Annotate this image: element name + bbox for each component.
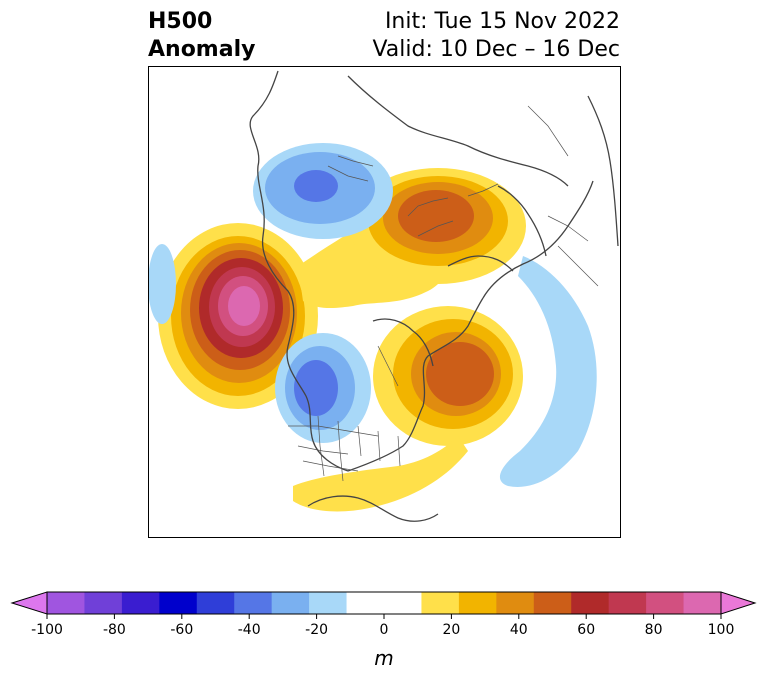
colorbar-cells xyxy=(47,592,722,614)
colorbar: -100 -80 -60 -40 -20 0 20 40 60 80 100 m xyxy=(10,591,757,670)
colorbar-tick-label: 80 xyxy=(645,622,663,638)
title-field-name: H500 xyxy=(148,9,213,34)
colorbar-bin xyxy=(683,592,722,614)
colorbar-tick-label: 0 xyxy=(380,622,389,638)
colorbar-bin xyxy=(346,592,385,614)
colorbar-bin xyxy=(458,592,497,614)
colorbar-bin xyxy=(159,592,198,614)
colorbar-extend-min-arrow xyxy=(10,591,48,615)
colorbar-bin xyxy=(608,592,647,614)
anomaly-map xyxy=(148,66,621,538)
map-frame xyxy=(148,66,621,538)
colorbar-bin xyxy=(309,592,348,614)
colorbar-bin xyxy=(271,592,310,614)
colorbar-bin xyxy=(384,592,422,614)
title-field-type: Anomaly xyxy=(148,37,256,62)
colorbar-bin xyxy=(47,592,85,614)
positive-anomaly-gulf-of-alaska xyxy=(158,223,318,409)
positive-anomaly-siberia xyxy=(350,168,526,284)
colorbar-tick-label: -60 xyxy=(170,622,193,638)
colorbar-bin xyxy=(533,592,572,614)
colorbar-bin xyxy=(496,592,535,614)
colorbar-bin xyxy=(196,592,235,614)
negative-anomaly-north-atlantic xyxy=(499,256,597,487)
colorbar-bin xyxy=(571,592,610,614)
borders xyxy=(288,105,599,482)
colorbar-tick-label: -80 xyxy=(103,622,126,638)
colorbar-tick-label: 20 xyxy=(442,622,460,638)
colorbar-bin xyxy=(646,592,685,614)
colorbar-bin xyxy=(84,592,123,614)
colorbar-tick-label: -40 xyxy=(238,622,261,638)
valid-range-label: Valid: 10 Dec – 16 Dec xyxy=(372,37,620,62)
colorbar-bin xyxy=(421,592,460,614)
colorbar-bin xyxy=(121,592,160,614)
colorbar-tick-label: -100 xyxy=(31,622,63,638)
colorbar-ticks: -100 -80 -60 -40 -20 0 20 40 60 80 100 xyxy=(31,614,734,638)
negative-anomaly-west-pacific xyxy=(148,244,176,324)
negative-anomaly-pacific-northwest xyxy=(275,333,371,443)
map-subtitle: Init: Tue 15 Nov 2022 Valid: 10 Dec – 16… xyxy=(372,8,620,64)
colorbar-extend-max-arrow xyxy=(720,591,757,615)
coastlines xyxy=(249,70,619,522)
colorbar-tick-label: 60 xyxy=(577,622,595,638)
colorbar-bin xyxy=(234,592,273,614)
negative-anomaly-western-russia xyxy=(253,143,393,239)
positive-anomaly-eastern-canada xyxy=(373,306,523,446)
colorbar-unit-label: m xyxy=(374,646,393,670)
init-date-label: Init: Tue 15 Nov 2022 xyxy=(384,9,620,34)
map-title: H500 Anomaly xyxy=(148,8,255,64)
colorbar-tick-label: 40 xyxy=(510,622,528,638)
colorbar-tick-label: 100 xyxy=(708,622,735,638)
positive-anomaly-southern-us xyxy=(293,436,468,512)
colorbar-tick-label: -20 xyxy=(305,622,328,638)
